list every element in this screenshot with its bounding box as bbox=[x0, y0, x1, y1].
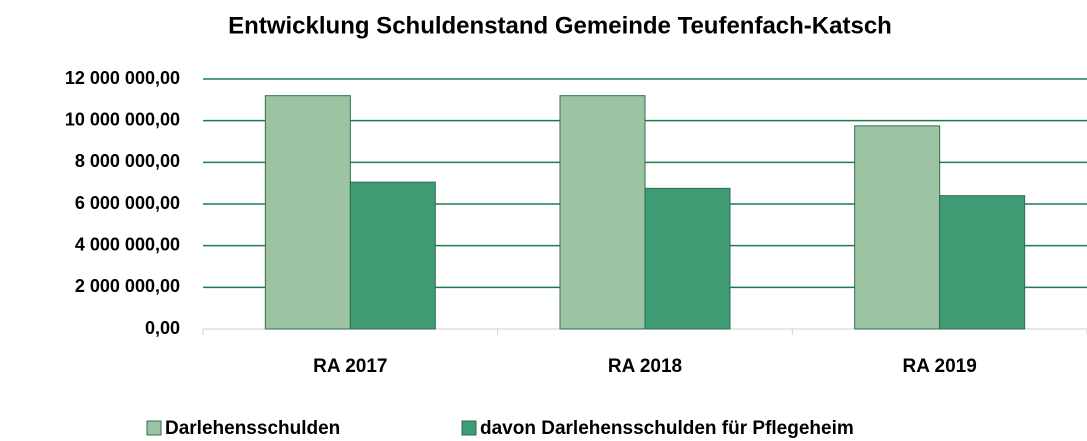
bar bbox=[264, 95, 351, 330]
legend-label: davon Darlehensschulden für Pflegeheim bbox=[480, 418, 854, 439]
x-tick-label: RA 2018 bbox=[608, 356, 682, 377]
x-tick-label: RA 2017 bbox=[313, 356, 387, 377]
bar bbox=[939, 195, 1026, 330]
legend-marker bbox=[146, 420, 162, 436]
y-tick-label: 8 000 000,00 bbox=[75, 151, 180, 171]
y-tick-label: 0,00 bbox=[145, 318, 180, 338]
bar bbox=[644, 187, 731, 330]
y-tick-label: 4 000 000,00 bbox=[75, 234, 180, 254]
y-tick-label: 10 000 000,00 bbox=[65, 109, 180, 129]
chart-title: Entwicklung Schuldenstand Gemeinde Teufe… bbox=[228, 12, 892, 39]
legend-label: Darlehensschulden bbox=[165, 418, 340, 439]
bar bbox=[349, 181, 436, 330]
y-tick-label: 6 000 000,00 bbox=[75, 193, 180, 213]
x-tick-label: RA 2019 bbox=[903, 356, 977, 377]
y-tick-label: 12 000 000,00 bbox=[65, 68, 180, 88]
bar bbox=[854, 125, 941, 330]
bar bbox=[559, 95, 646, 330]
legend-marker bbox=[461, 420, 477, 436]
y-tick-label: 2 000 000,00 bbox=[75, 276, 180, 296]
